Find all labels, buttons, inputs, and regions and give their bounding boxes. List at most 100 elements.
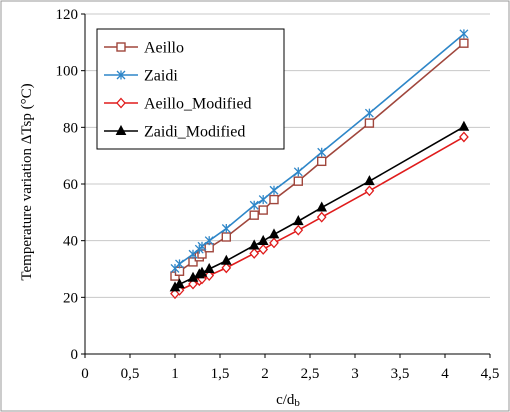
- marker-square: [459, 38, 469, 48]
- data-point: [257, 234, 269, 245]
- data-point: [221, 223, 231, 233]
- marker-diamond: [221, 262, 232, 274]
- legend-box: [96, 28, 285, 150]
- legend-label: Zaidi: [144, 68, 178, 85]
- marker-diamond: [258, 243, 269, 255]
- marker-diamond: [316, 211, 327, 223]
- data-point: [293, 176, 303, 186]
- marker-square: [293, 176, 303, 186]
- legend-entry: Zaidi: [104, 68, 178, 85]
- data-point: [174, 266, 185, 276]
- y-tick-label: 0: [71, 347, 79, 363]
- marker-square: [317, 156, 327, 167]
- x-tick-label: 2,5: [301, 366, 320, 382]
- legend-entry: Zaidi_Modified: [104, 124, 245, 141]
- data-point: [292, 215, 304, 226]
- marker-triangle: [268, 228, 280, 239]
- data-point: [459, 131, 469, 143]
- marker-diamond: [249, 247, 260, 259]
- data-point: [458, 120, 470, 131]
- data-point: [459, 38, 469, 48]
- data-point: [221, 262, 232, 274]
- data-point: [188, 249, 198, 259]
- x-tick-label: 4: [441, 366, 449, 382]
- marker-square: [364, 118, 375, 128]
- marker-square: [174, 266, 185, 276]
- legend-label: Aeillo: [144, 40, 184, 57]
- legend-entry: Aeillo_Modified: [104, 96, 252, 113]
- y-tick-label: 60: [63, 177, 78, 193]
- marker-triangle: [248, 239, 260, 250]
- data-point: [258, 243, 269, 255]
- marker-triangle: [458, 120, 470, 131]
- data-point: [364, 108, 374, 118]
- x-tick-label: 1: [171, 366, 179, 382]
- x-tick-label: 3,5: [391, 366, 410, 382]
- marker-diamond: [116, 97, 126, 109]
- marker-triangle: [316, 201, 328, 212]
- marker-square: [269, 194, 279, 205]
- y-tick-label: 80: [63, 120, 78, 136]
- marker-triangle: [203, 262, 215, 273]
- marker-triangle: [115, 124, 127, 135]
- marker-triangle: [257, 234, 269, 245]
- marker-square: [249, 210, 259, 220]
- x-tick-label: 3: [351, 366, 359, 382]
- data-point: [293, 224, 304, 236]
- legend-marker: [116, 97, 126, 109]
- marker-diamond: [204, 270, 215, 281]
- data-point: [174, 278, 185, 289]
- data-point: [203, 262, 215, 273]
- x-tick-label: 0,5: [121, 366, 140, 382]
- x-tick-label: 4,5: [481, 366, 500, 382]
- data-point: [316, 211, 327, 223]
- data-point: [196, 266, 208, 277]
- data-point: [268, 228, 280, 239]
- marker-triangle: [292, 215, 304, 226]
- data-point: [204, 236, 214, 246]
- data-point: [364, 118, 375, 128]
- data-point: [459, 29, 469, 39]
- legend-marker: [116, 70, 126, 80]
- data-point: [197, 241, 207, 251]
- marker-triangle: [196, 266, 208, 277]
- marker-square: [258, 205, 268, 215]
- data-point: [248, 239, 260, 250]
- marker-triangle: [364, 175, 375, 186]
- marker-triangle: [174, 278, 185, 289]
- data-point: [269, 194, 279, 205]
- data-point: [317, 147, 327, 157]
- data-point: [316, 201, 328, 212]
- series-layer: [169, 29, 470, 300]
- marker-square: [116, 42, 126, 52]
- data-point: [204, 270, 215, 281]
- x-tick-label: 0: [81, 366, 89, 382]
- data-point: [175, 259, 184, 269]
- y-tick-label: 20: [63, 290, 78, 306]
- data-point: [364, 175, 375, 186]
- data-point: [249, 200, 259, 210]
- data-point: [258, 195, 268, 205]
- y-tick-label: 100: [56, 64, 79, 80]
- legend-marker: [115, 124, 127, 135]
- x-axis-title: c/db: [276, 392, 300, 409]
- data-point: [258, 205, 268, 215]
- data-point: [220, 254, 232, 265]
- legend: Aeillo Zaidi Aeillo_Modified Zaidi_Modified: [96, 28, 285, 150]
- legend-label: Aeillo_Modified: [144, 96, 252, 113]
- y-tick-label: 120: [56, 7, 79, 23]
- y-tick-label: 40: [63, 234, 78, 250]
- marker-diamond: [459, 131, 469, 143]
- x-tick-label: 2: [261, 366, 269, 382]
- data-point: [364, 185, 375, 197]
- x-tick-label: 1,5: [211, 366, 230, 382]
- y-axis-title: Temperature variation ΔTsp (°C): [19, 83, 35, 280]
- marker-square: [221, 232, 232, 242]
- data-point: [269, 237, 279, 249]
- legend-marker: [116, 42, 126, 52]
- marker-diamond: [364, 185, 375, 197]
- axes: 0 20 40 60 80 100 120 0 0,5 1 1,5 2 2,5 3 3,5 4 4,5: [56, 7, 500, 382]
- legend-entry: Aeillo: [104, 40, 184, 57]
- data-point: [221, 232, 232, 242]
